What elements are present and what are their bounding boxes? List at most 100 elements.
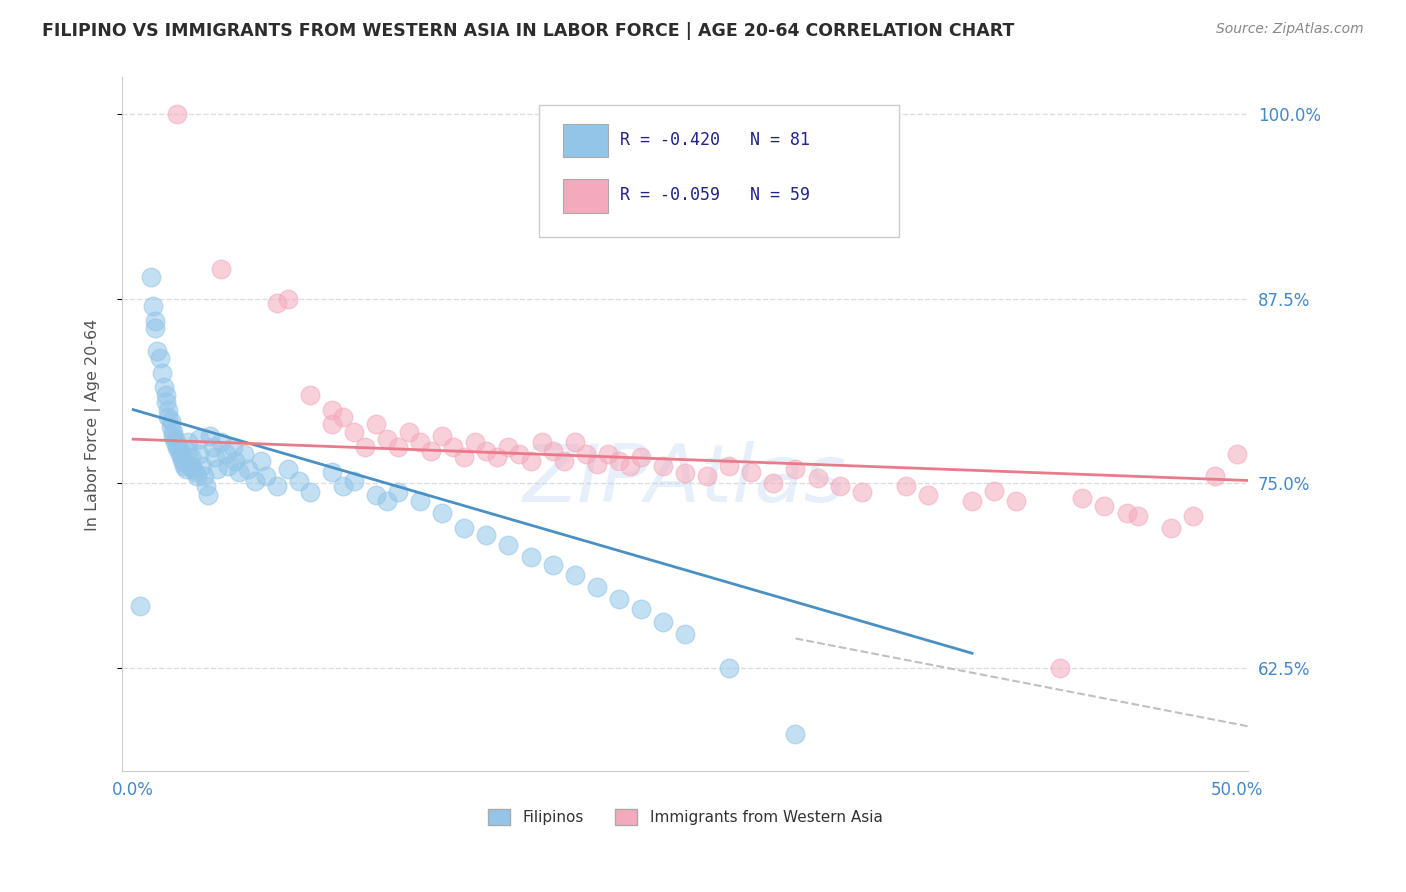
Point xyxy=(201,440,224,454)
Point xyxy=(142,299,165,313)
Point xyxy=(157,410,180,425)
Point xyxy=(673,627,696,641)
Point xyxy=(464,435,486,450)
Point xyxy=(204,450,226,464)
Point xyxy=(553,454,575,468)
Point xyxy=(364,488,387,502)
Point xyxy=(221,440,243,454)
Point xyxy=(1181,508,1204,523)
Text: Source: ZipAtlas.com: Source: ZipAtlas.com xyxy=(1216,22,1364,37)
Point xyxy=(420,444,443,458)
Point xyxy=(193,469,215,483)
Point xyxy=(630,450,652,464)
Point xyxy=(960,494,983,508)
Text: R = -0.059   N = 59: R = -0.059 N = 59 xyxy=(620,186,810,204)
Point xyxy=(673,466,696,480)
Point xyxy=(166,107,188,121)
Point xyxy=(173,458,195,473)
Point xyxy=(851,485,873,500)
Point xyxy=(181,461,204,475)
Point xyxy=(197,488,219,502)
Point xyxy=(498,440,520,454)
Point xyxy=(696,469,718,483)
Point xyxy=(254,469,277,483)
Point xyxy=(475,528,498,542)
Point xyxy=(432,506,454,520)
Point xyxy=(173,456,195,470)
Point xyxy=(224,454,246,468)
Point xyxy=(432,429,454,443)
Point xyxy=(596,447,619,461)
Point xyxy=(143,314,166,328)
Point xyxy=(250,454,273,468)
Point xyxy=(917,488,939,502)
Point xyxy=(453,450,475,464)
Point xyxy=(1071,491,1094,506)
Point xyxy=(143,321,166,335)
Point xyxy=(277,461,299,475)
Point xyxy=(169,447,191,461)
Point xyxy=(128,599,150,613)
Point xyxy=(762,476,785,491)
Point xyxy=(354,440,377,454)
Point xyxy=(180,458,202,473)
Text: R = -0.420   N = 81: R = -0.420 N = 81 xyxy=(620,131,810,149)
Point xyxy=(162,429,184,443)
Point xyxy=(195,479,218,493)
FancyBboxPatch shape xyxy=(564,124,609,157)
Point xyxy=(718,661,741,675)
Point xyxy=(149,351,172,365)
Point xyxy=(228,465,250,479)
Legend: Filipinos, Immigrants from Western Asia: Filipinos, Immigrants from Western Asia xyxy=(479,802,890,833)
Point xyxy=(232,447,254,461)
Text: ZIPAtlas: ZIPAtlas xyxy=(523,441,846,519)
Point xyxy=(174,461,197,475)
Point xyxy=(180,450,202,464)
Point xyxy=(266,296,288,310)
Point xyxy=(740,465,762,479)
Point xyxy=(188,432,211,446)
Point xyxy=(983,483,1005,498)
Point xyxy=(453,521,475,535)
Y-axis label: In Labor Force | Age 20-64: In Labor Force | Age 20-64 xyxy=(86,318,101,531)
Point xyxy=(200,429,222,443)
Point xyxy=(375,432,398,446)
Point xyxy=(1094,499,1116,513)
Point xyxy=(155,388,177,402)
Point xyxy=(162,425,184,439)
Point xyxy=(1005,494,1028,508)
Point xyxy=(146,343,169,358)
Point xyxy=(398,425,420,439)
Point xyxy=(387,485,409,500)
Point xyxy=(1226,447,1249,461)
Point xyxy=(375,494,398,508)
Point xyxy=(630,602,652,616)
Point xyxy=(298,388,321,402)
Point xyxy=(541,558,564,572)
Point xyxy=(607,591,630,606)
Point xyxy=(236,461,259,475)
Point xyxy=(343,425,366,439)
FancyBboxPatch shape xyxy=(538,105,898,237)
Point xyxy=(165,435,187,450)
Point xyxy=(585,457,607,471)
Point xyxy=(785,461,807,475)
Point xyxy=(205,461,228,475)
Point xyxy=(530,435,553,450)
Point xyxy=(541,444,564,458)
Point xyxy=(441,440,464,454)
Point xyxy=(652,615,675,630)
Point xyxy=(169,444,191,458)
Point xyxy=(166,441,188,455)
Point xyxy=(277,292,299,306)
Point xyxy=(321,402,343,417)
FancyBboxPatch shape xyxy=(564,179,609,213)
Point xyxy=(564,435,586,450)
Point xyxy=(785,727,807,741)
Point xyxy=(475,444,498,458)
Point xyxy=(139,269,162,284)
Point xyxy=(155,395,177,409)
Point xyxy=(321,465,343,479)
Point xyxy=(575,447,598,461)
Point xyxy=(170,453,193,467)
